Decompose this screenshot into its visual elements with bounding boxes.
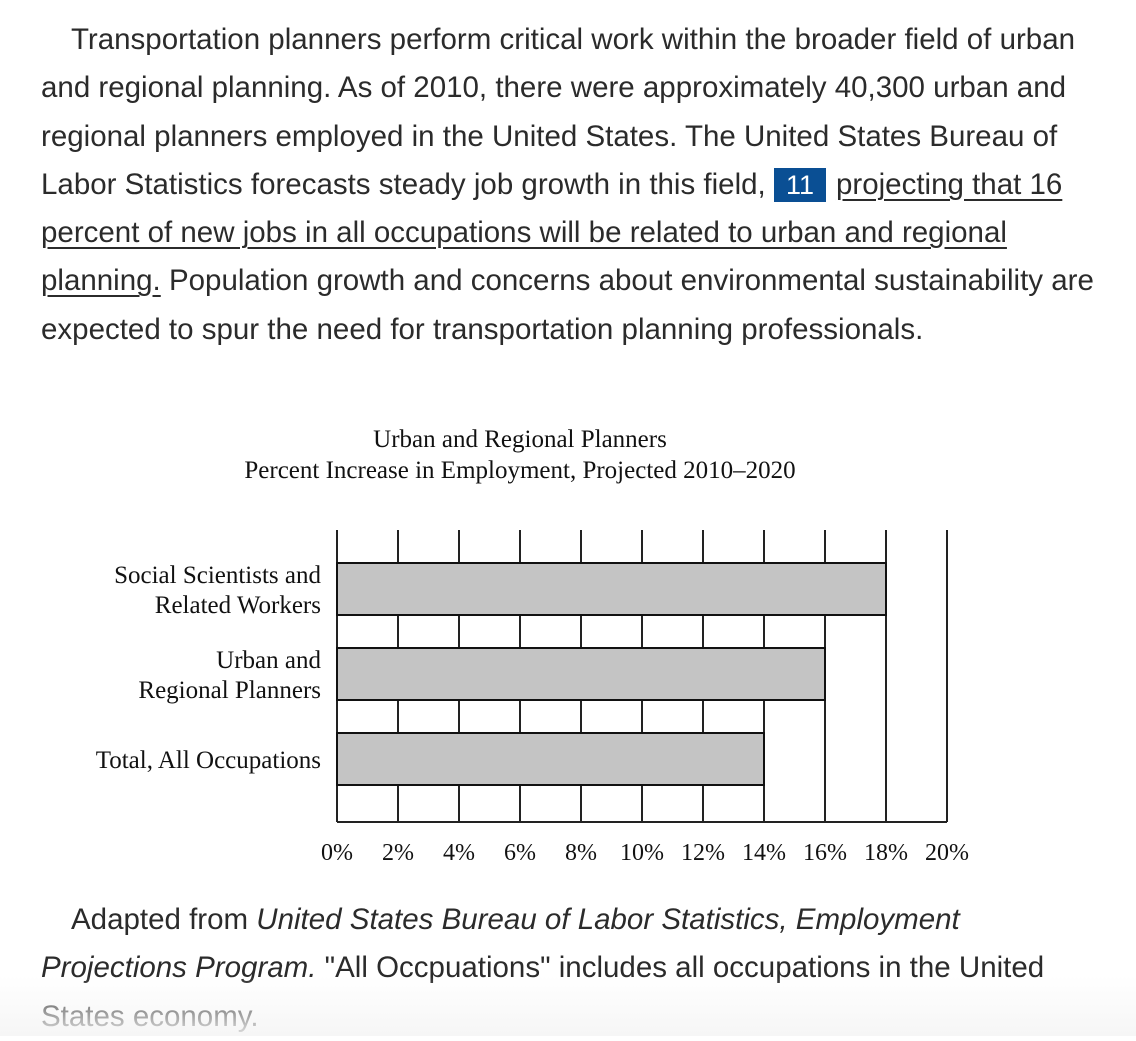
category-label-0-1: Related Workers (155, 592, 321, 619)
passage-text-before: Transportation planners perform critical… (41, 23, 1076, 201)
x-tick-label-1: 2% (382, 840, 414, 866)
category-label-1-0: Urban and (216, 647, 321, 674)
x-tick-label-3: 6% (504, 840, 536, 866)
x-tick-label-9: 18% (864, 840, 908, 866)
bar-1 (336, 647, 826, 701)
question-number-badge[interactable]: 11 (773, 167, 826, 202)
bar-2 (336, 732, 765, 786)
category-label-1-1: Regional Planners (138, 677, 321, 704)
chart-title: Urban and Regional Planners (373, 426, 667, 453)
chart-caption: Adapted from United States Bureau of Lab… (41, 896, 1111, 1041)
category-label-2-0: Total, All Occupations (96, 747, 321, 774)
underlined-sentence[interactable]: projecting that 16 percent of new jobs i… (41, 167, 1063, 298)
x-tick-label-6: 12% (681, 840, 725, 866)
passage-paragraph: Transportation planners perform critical… (41, 16, 1111, 354)
chart-subtitle: Percent Increase in Employment, Projecte… (244, 457, 796, 484)
x-tick-label-0: 0% (321, 840, 353, 866)
passage-text-after: Population growth and concerns about env… (41, 264, 1094, 346)
x-tick-label-2: 4% (443, 840, 475, 866)
x-tick-label-10: 20% (925, 840, 969, 866)
x-tick-label-4: 8% (565, 840, 597, 866)
x-tick-label-7: 14% (742, 840, 786, 866)
category-label-0-0: Social Scientists and (114, 562, 321, 589)
caption-source: United States Bureau of Labor Statistics… (41, 903, 960, 985)
x-tick-label-8: 16% (803, 840, 847, 866)
x-tick-label-5: 10% (620, 840, 664, 866)
bar-0 (336, 562, 887, 616)
caption-prefix: Adapted from (71, 903, 257, 936)
